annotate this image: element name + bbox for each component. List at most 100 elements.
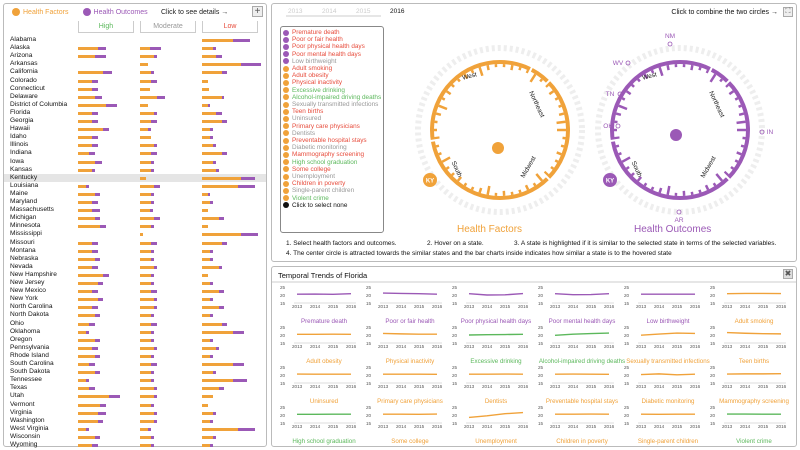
variable-item[interactable]: Violent crime [283, 195, 383, 202]
state-row[interactable]: Idaho [4, 133, 266, 141]
state-row[interactable]: Rhode Island [4, 352, 266, 360]
state-row[interactable]: Alabama [4, 36, 266, 44]
state-row[interactable]: Mississippi [4, 230, 266, 238]
state-row[interactable]: Massachusetts [4, 206, 266, 214]
trend-chart[interactable]: 25 20 15 2013 2014 2015 2016 Poor or fair healt… [366, 285, 454, 325]
trend-chart[interactable]: 25 20 15 2013 2014 2015 2016 Physical inactivit… [366, 325, 454, 365]
state-row[interactable]: South Carolina [4, 360, 266, 368]
trend-chart[interactable]: 25 20 15 2013 2014 2015 2016 Alcohol-impaired d… [538, 325, 626, 365]
state-row[interactable]: Indiana [4, 149, 266, 157]
trend-chart[interactable]: 25 20 15 2013 2014 2015 2016 Sexually transmitt… [624, 325, 712, 365]
state-row[interactable]: Michigan [4, 214, 266, 222]
state-row[interactable]: Nebraska [4, 255, 266, 263]
state-row[interactable]: New Hampshire [4, 271, 266, 279]
close-icon[interactable]: ✖ [783, 269, 793, 279]
variable-item[interactable]: Preventable hospital stays [283, 137, 383, 144]
variable-item[interactable]: Premature death [283, 29, 383, 36]
variable-item[interactable]: Unemployment [283, 173, 383, 180]
variable-item[interactable]: Mammography screening [283, 151, 383, 158]
state-row[interactable]: Kansas [4, 166, 266, 174]
year-2016[interactable]: 2016 [390, 8, 405, 15]
trend-chart[interactable]: 25 20 15 2013 2014 2015 2016 High school gradua… [280, 405, 368, 445]
state-row[interactable]: Virginia [4, 409, 266, 417]
variable-item[interactable]: Diabetic monitoring [283, 144, 383, 151]
variable-item[interactable]: Primary care physicians [283, 123, 383, 130]
state-row[interactable]: Wyoming [4, 441, 266, 449]
state-row[interactable]: Louisiana [4, 182, 266, 190]
trend-chart[interactable]: 25 20 15 2013 2014 2015 2016 Dentists [452, 365, 540, 405]
expand-icon[interactable]: ⛶ [783, 7, 793, 17]
trend-chart[interactable]: 25 20 15 2013 2014 2015 2016 Primary care physi… [366, 365, 454, 405]
state-row[interactable]: Kentucky [4, 173, 266, 182]
state-row[interactable]: Colorado [4, 77, 266, 85]
legend-outcomes[interactable]: Health Outcomes [82, 8, 148, 16]
trend-chart[interactable]: 25 20 15 2013 2014 2015 2016 Children in povert… [538, 405, 626, 445]
state-row[interactable]: Missouri [4, 239, 266, 247]
state-row[interactable]: North Carolina [4, 303, 266, 311]
trend-chart[interactable]: 25 20 15 2013 2014 2015 2016 Poor mental health… [538, 285, 626, 325]
year-2015[interactable]: 2015 [356, 8, 371, 15]
trend-chart[interactable]: 25 20 15 2013 2014 2015 2016 Adult obesity [280, 325, 368, 365]
variable-item[interactable]: Sexually transmitted infections [283, 101, 383, 108]
state-row[interactable]: Hawaii [4, 125, 266, 133]
state-row[interactable]: Minnesota [4, 222, 266, 230]
trend-chart[interactable]: 25 20 15 2013 2014 2015 2016 Low birthweight [624, 285, 712, 325]
state-row[interactable]: Texas [4, 384, 266, 392]
state-row[interactable]: Maine [4, 190, 266, 198]
trend-chart[interactable]: 25 20 15 2013 2014 2015 2016 Single-parent chil… [624, 405, 712, 445]
state-row[interactable]: Arkansas [4, 60, 266, 68]
trend-chart[interactable]: 25 20 15 2013 2014 2015 2016 Poor physical heal… [452, 285, 540, 325]
variable-item[interactable]: Children in poverty [283, 180, 383, 187]
state-row[interactable]: Montana [4, 247, 266, 255]
trend-chart[interactable]: 25 20 15 2013 2014 2015 2016 Diabetic monitorin… [624, 365, 712, 405]
trend-chart[interactable]: 25 20 15 2013 2014 2015 2016 Premature death [280, 285, 368, 325]
state-row[interactable]: Pennsylvania [4, 344, 266, 352]
state-row[interactable]: New York [4, 295, 266, 303]
variable-item[interactable]: Adult smoking [283, 65, 383, 72]
variable-item[interactable]: Teen births [283, 108, 383, 115]
year-2014[interactable]: 2014 [322, 8, 337, 15]
variable-item[interactable]: Poor or fair health [283, 36, 383, 43]
state-row[interactable]: North Dakota [4, 311, 266, 319]
state-row[interactable]: Washington [4, 417, 266, 425]
variable-item[interactable]: Excessive drinking [283, 87, 383, 94]
state-row[interactable]: Florida [4, 109, 266, 117]
trend-chart[interactable]: 25 20 15 2013 2014 2015 2016 Some college [366, 405, 454, 445]
variable-item[interactable]: Poor mental health days [283, 51, 383, 58]
state-row[interactable]: Iowa [4, 158, 266, 166]
variable-item[interactable]: Dentists [283, 130, 383, 137]
state-row[interactable]: Wisconsin [4, 433, 266, 441]
state-row[interactable]: Oregon [4, 336, 266, 344]
state-row[interactable]: Georgia [4, 117, 266, 125]
trend-chart[interactable]: 25 20 15 2013 2014 2015 2016 Excessive drinking [452, 325, 540, 365]
variable-item[interactable]: Physical inactivity [283, 79, 383, 86]
variable-item[interactable]: Adult obesity [283, 72, 383, 79]
trend-chart[interactable]: 25 20 15 2013 2014 2015 2016 Preventable hospit… [538, 365, 626, 405]
combine-circles-link[interactable]: Click to combine the two circles → [671, 9, 778, 16]
variable-item[interactable]: High school graduation [283, 159, 383, 166]
variable-item[interactable]: Click to select none [283, 202, 383, 209]
trend-chart[interactable]: 25 20 15 2013 2014 2015 2016 Adult smoking [710, 285, 798, 325]
trend-chart[interactable]: 25 20 15 2013 2014 2015 2016 Mammography screen… [710, 365, 798, 405]
add-icon[interactable]: + [252, 6, 263, 17]
trend-chart[interactable]: 25 20 15 2013 2014 2015 2016 Unemployment [452, 405, 540, 445]
state-row[interactable]: Vermont [4, 401, 266, 409]
state-row[interactable]: Arizona [4, 52, 266, 60]
variable-item[interactable]: Poor physical health days [283, 43, 383, 50]
variable-item[interactable]: Uninsured [283, 115, 383, 122]
state-row[interactable]: California [4, 68, 266, 76]
state-row[interactable]: Tennessee [4, 376, 266, 384]
trend-chart[interactable]: 25 20 15 2013 2014 2015 2016 Uninsured [280, 365, 368, 405]
state-row[interactable]: Utah [4, 392, 266, 400]
state-row[interactable]: Oklahoma [4, 328, 266, 336]
see-details-link[interactable]: Click to see details → [161, 9, 229, 16]
state-row[interactable]: West Virginia [4, 425, 266, 433]
state-row[interactable]: New Jersey [4, 279, 266, 287]
state-row[interactable]: Connecticut [4, 85, 266, 93]
trend-chart[interactable]: 25 20 15 2013 2014 2015 2016 Teen births [710, 325, 798, 365]
state-row[interactable]: Maryland [4, 198, 266, 206]
state-row[interactable]: New Mexico [4, 287, 266, 295]
state-row[interactable]: South Dakota [4, 368, 266, 376]
state-row[interactable]: Alaska [4, 44, 266, 52]
state-row[interactable]: Ohio [4, 320, 266, 328]
